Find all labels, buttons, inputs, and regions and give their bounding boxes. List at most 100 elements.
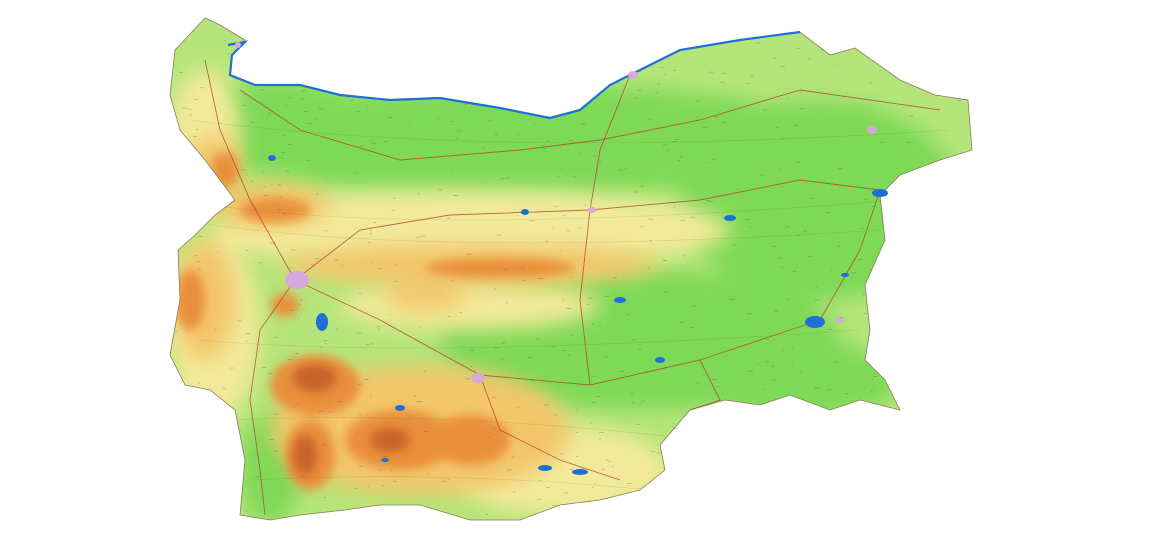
settlement-label-mark <box>358 383 362 385</box>
settlement-label-mark <box>235 78 238 80</box>
settlement-label-mark <box>328 411 333 413</box>
settlement-label-mark <box>720 82 725 83</box>
settlement-label-mark <box>957 100 962 102</box>
dobrudzha-lowland <box>680 100 960 300</box>
settlement-label-mark <box>230 367 234 369</box>
settlement-label-mark <box>457 130 461 132</box>
settlement-label-mark <box>503 268 508 270</box>
settlement-label-mark <box>590 422 592 424</box>
settlement-label-mark <box>418 401 423 402</box>
settlement-label-mark <box>373 221 377 223</box>
settlement-label-mark <box>415 401 421 402</box>
settlement-label-mark <box>451 121 455 122</box>
settlement-label-mark <box>390 469 393 471</box>
settlement-label-mark <box>273 337 278 338</box>
fore-balkan-hills <box>210 190 730 270</box>
settlement-label-mark <box>604 296 610 298</box>
settlement-label-mark <box>537 498 542 500</box>
road-east-south <box>689 359 721 411</box>
settlement-label-mark <box>538 449 541 450</box>
settlement-label-mark <box>466 253 472 255</box>
settlement-label-mark <box>818 325 822 327</box>
settlement-label-mark <box>626 483 632 485</box>
settlement-label-mark <box>587 297 593 299</box>
settlement-label-mark <box>220 123 223 125</box>
settlement-label-mark <box>469 366 473 367</box>
settlement-label-mark <box>808 255 812 257</box>
settlement-label-mark <box>722 73 727 74</box>
settlement-label-mark <box>796 48 800 49</box>
settlement-label-mark <box>648 119 652 121</box>
settlement-label-mark <box>640 185 644 187</box>
city-marker-icon <box>867 126 877 134</box>
settlement-label-mark <box>469 349 475 351</box>
settlement-label-mark <box>559 249 562 251</box>
osogovo-mountain <box>175 270 205 330</box>
settlement-label-mark <box>282 212 287 214</box>
settlement-label-mark <box>598 438 602 440</box>
settlement-label-mark <box>620 370 625 372</box>
settlement-label-mark <box>198 236 203 238</box>
settlement-label-mark <box>836 64 838 66</box>
road-sofia-burgas <box>294 279 821 386</box>
settlement-label-mark <box>377 328 380 330</box>
settlement-label-mark <box>631 402 635 404</box>
settlement-label-mark <box>761 388 764 390</box>
settlement-label-mark <box>568 140 573 141</box>
settlement-label-mark <box>870 390 873 392</box>
settlement-label-mark <box>562 215 566 217</box>
settlement-label-mark <box>358 465 363 467</box>
settlement-label-mark <box>299 299 303 301</box>
settlement-label-mark <box>270 242 276 244</box>
settlement-label-mark <box>263 195 268 197</box>
settlement-label-mark <box>382 456 387 458</box>
road-vidin-sofia <box>204 59 296 281</box>
settlement-label-mark <box>296 403 299 405</box>
settlement-label-mark <box>633 97 638 99</box>
settlement-label-mark <box>857 241 860 243</box>
musala-peak-area <box>293 364 337 392</box>
settlement-label-mark <box>640 226 643 228</box>
settlement-label-mark <box>197 268 201 270</box>
settlement-label-mark <box>779 65 786 67</box>
settlement-label-mark <box>595 396 600 398</box>
settlement-label-mark <box>530 380 534 381</box>
settlement-label-mark <box>656 452 660 454</box>
settlement-label-mark <box>608 460 612 462</box>
settlement-label-mark <box>250 180 254 182</box>
city-marker-icon <box>836 317 844 323</box>
settlement-label-mark <box>370 394 372 396</box>
settlement-label-mark <box>535 338 540 340</box>
vitosha-mountain <box>271 293 299 317</box>
settlement-label-mark <box>322 173 324 175</box>
settlement-label-mark <box>496 234 502 236</box>
settlement-label-mark <box>771 366 774 367</box>
settlement-label-mark <box>356 431 359 433</box>
settlement-label-mark <box>750 75 754 77</box>
lake-icon <box>572 469 588 475</box>
settlement-label-mark <box>262 172 265 173</box>
settlement-label-mark <box>716 386 720 388</box>
settlement-label-mark <box>841 161 844 163</box>
settlement-label-mark <box>370 261 373 263</box>
settlement-label-mark <box>179 71 183 73</box>
settlement-label-mark <box>629 393 635 395</box>
settlement-label-mark <box>748 370 754 372</box>
settlement-label-mark <box>366 106 369 108</box>
settlement-label-mark <box>787 97 790 99</box>
vihren-peak-area <box>293 435 317 475</box>
settlement-label-mark <box>664 73 667 75</box>
settlement-label-mark <box>526 357 532 358</box>
settlement-label-mark <box>612 466 614 467</box>
settlement-label-mark <box>522 280 526 281</box>
settlement-label-mark <box>486 514 489 516</box>
settlement-label-mark <box>780 266 783 268</box>
settlement-label-mark <box>677 160 681 161</box>
settlement-label-mark <box>606 459 609 461</box>
lake-icon <box>724 215 736 221</box>
road-varna-burgas <box>819 189 881 321</box>
settlement-label-mark <box>364 378 369 380</box>
settlement-label-mark <box>765 361 769 363</box>
road-west <box>249 279 296 516</box>
settlement-label-mark <box>712 378 717 380</box>
